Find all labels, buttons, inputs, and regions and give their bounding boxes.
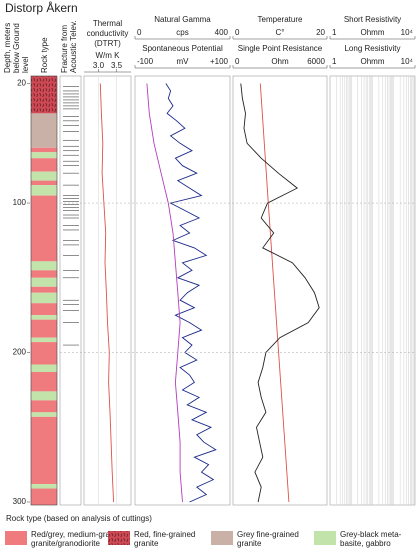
rock-interval [31,292,57,304]
rock-interval [31,185,57,196]
rock-interval [31,286,57,293]
rock-interval [31,261,57,271]
x-tick-label: 10⁴ [401,57,414,66]
legend-label: basite, gabbro [340,539,391,548]
track-title: Natural Gamma [154,15,211,24]
x-tick-label: 0 [137,28,142,37]
rock-interval [31,303,57,316]
unit-label: C° [276,28,285,37]
fracture-frame [59,75,82,506]
track-title: Temperature [258,15,303,24]
x-tick-label: 10⁴ [401,28,414,37]
track-title: Thermal [93,19,123,28]
legend-swatch [5,531,27,545]
rock-interval [31,337,57,343]
legend-label: Grey fine-grained [237,530,299,539]
track-frame [232,75,328,506]
rock-interval [31,195,57,262]
x-tick-label: +100 [210,57,229,66]
rock-pattern [31,76,57,114]
rock-interval [31,158,57,172]
rock-interval [31,319,57,338]
track-title: Spontaneous Potential [142,44,223,53]
y-tick-label: 300 [13,497,27,506]
legend-label: Red, fine-grained [134,530,195,539]
depth-label: below Ground [12,23,21,73]
log-curve [240,83,320,503]
x-tick-label: 3.5 [111,61,123,70]
track-title: conductivity [87,29,129,38]
fracture-label: Fracture from [60,25,69,73]
fracture-label: Acoustic Telev. [69,20,78,73]
rock-interval [31,147,57,153]
x-tick-label: 400 [215,28,229,37]
chart-title: Distorp Åkern [5,0,78,15]
y-tick-label: 100 [13,198,27,207]
rock-column-label: Rock type [40,37,49,73]
rock-interval [31,342,57,365]
rock-interval [31,277,57,287]
x-tick-label: 3.0 [93,61,105,70]
rock-interval [31,484,57,489]
legend-swatch [211,531,233,545]
rock-interval [31,400,57,413]
legend-pattern [108,531,130,545]
x-tick-label: 6000 [307,57,325,66]
track-title: (DTRT) [94,39,121,48]
rock-interval [31,391,57,401]
rock-interval [31,270,57,278]
rock-interval [31,412,57,417]
x-tick-label: 20 [316,28,325,37]
x-tick-label: -100 [137,57,154,66]
y-tick-label: 20 [17,79,26,88]
x-tick-label: 1 [332,28,337,37]
depth-label: Depth, meters [3,23,12,73]
track-title: Single Point Resistance [238,44,323,53]
rock-interval [31,371,57,392]
rock-interval [31,364,57,372]
legend-label: granite [237,539,262,548]
unit-label: Ohmm [361,57,385,66]
legend-swatch [314,531,336,545]
unit-label: mV [177,57,190,66]
y-tick-label: 200 [13,348,27,357]
rock-interval [31,416,57,485]
legend-label: granite/granodiorite [31,539,100,548]
rock-interval [31,113,57,148]
track-frame [83,75,132,506]
unit-label: W/m K [96,51,121,60]
legend-label: granite [134,539,159,548]
depth-label: level [21,56,30,73]
rock-interval [31,171,57,181]
unit-label: Ohm [271,57,289,66]
rock-interval [31,315,57,320]
legend-title: Rock type (based on analysis of cuttings… [6,514,152,523]
x-tick-label: 1 [332,57,337,66]
log-curve [165,83,217,503]
rock-interval [31,180,57,186]
track-frame [134,75,231,506]
track-title: Short Resistivity [344,15,401,24]
x-tick-label: 0 [235,28,240,37]
log-curve [259,83,290,503]
rock-column-frame [30,75,58,506]
track-title: Long Resistivity [344,44,400,53]
x-tick-label: 0 [235,57,240,66]
log-curve [146,83,183,503]
unit-label: Ohmm [361,28,385,37]
unit-label: cps [176,28,188,37]
rock-interval [31,488,57,505]
legend-label: Grey-black meta- [340,530,402,539]
log-curve [99,83,115,503]
legend-label: Red/grey, medium-grained [31,530,125,539]
rock-interval [31,152,57,159]
